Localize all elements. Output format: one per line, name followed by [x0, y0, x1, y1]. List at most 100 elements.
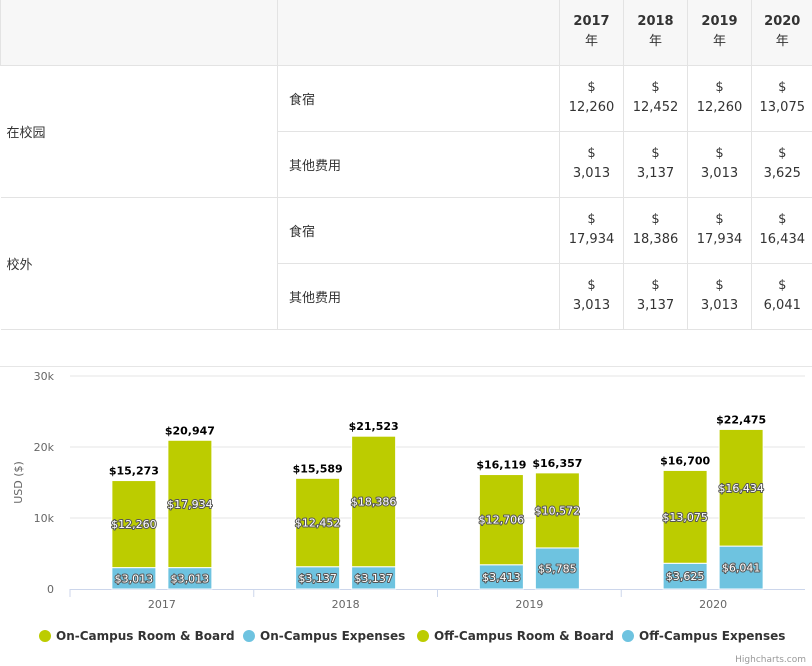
data-label: $12,260: [111, 518, 157, 531]
currency-symbol: $: [587, 212, 596, 227]
cell-value: 18,386: [632, 232, 679, 247]
row-label: 其他费用: [277, 130, 560, 198]
cell-value: 3,137: [636, 298, 675, 313]
cost-table: 2017 年 2018 年 2019 年 2020 年 在校园 食宿 $12,260 $…: [0, 0, 812, 330]
header-blank-cell: [277, 0, 560, 66]
legend-marker: [417, 630, 429, 642]
cell-value: 17,934: [696, 232, 743, 247]
year-label: 2020: [764, 14, 801, 30]
legend-marker: [622, 630, 634, 642]
bar-segment: [662, 469, 708, 564]
value-cell: $3,013: [687, 262, 752, 330]
bar-segment: [167, 439, 213, 569]
currency-symbol: $: [715, 278, 724, 293]
currency-symbol: $: [587, 278, 596, 293]
legend-marker: [243, 630, 255, 642]
year-header-2017: 2017 年: [559, 0, 624, 66]
value-cell: $6,041: [751, 262, 812, 330]
group-label-off-campus: 校外: [0, 196, 278, 330]
cell-value: 3,013: [700, 298, 739, 313]
stack-total-label: $16,357: [532, 457, 582, 470]
legend-item[interactable]: Off-Campus Expenses: [639, 629, 785, 643]
row-label: 食宿: [277, 64, 560, 132]
cell-value: 3,625: [763, 166, 801, 181]
data-label: $17,934: [167, 498, 213, 511]
year-header-2020: 2020 年: [751, 0, 812, 66]
cell-value: 12,452: [632, 100, 679, 115]
cell-value: 3,013: [572, 298, 611, 313]
bar-segment: [662, 562, 708, 590]
value-cell: $12,260: [687, 64, 752, 132]
table-row: 校外 食宿 $17,934 $18,386 $17,934 $16,434: [0, 196, 812, 330]
value-cell: $3,013: [687, 130, 752, 198]
currency-symbol: $: [778, 146, 787, 161]
data-label: $3,137: [354, 572, 393, 585]
x-tick-label: 2019: [515, 598, 543, 611]
row-label: 食宿: [277, 196, 560, 264]
table-row: 其他费用 $3,013 $3,137 $3,013 $6,041: [1, 262, 812, 330]
value-cell: $12,260: [559, 64, 624, 132]
cell-value: 3,013: [572, 166, 611, 181]
value-cell: $3,137: [623, 262, 688, 330]
x-tick-label: 2020: [699, 598, 727, 611]
currency-symbol: $: [715, 80, 724, 95]
cell-value: 13,075: [759, 100, 806, 115]
y-tick-label: 10k: [34, 512, 55, 525]
y-axis-title: USD ($): [12, 461, 25, 504]
x-tick-label: 2018: [332, 598, 360, 611]
data-label: $12,452: [295, 517, 341, 530]
currency-symbol: $: [651, 146, 660, 161]
cell-value: 3,013: [700, 166, 739, 181]
legend-item[interactable]: On-Campus Expenses: [260, 629, 405, 643]
data-label: $10,572: [535, 504, 581, 517]
bar-segment: [718, 428, 764, 547]
data-label: $6,041: [722, 562, 761, 575]
credits-link[interactable]: Highcharts.com: [735, 655, 806, 665]
y-tick-label: 20k: [34, 441, 55, 454]
data-label: $13,075: [662, 511, 708, 524]
data-label: $3,625: [666, 570, 705, 583]
year-header-2018: 2018 年: [623, 0, 688, 66]
header-blank-cell: [0, 0, 278, 66]
bar-segment: [111, 480, 157, 569]
bar-segment: [534, 472, 580, 549]
year-unit: 年: [584, 34, 598, 50]
cell-value: 3,137: [636, 166, 675, 181]
legend-item[interactable]: Off-Campus Room & Board: [434, 629, 614, 643]
currency-symbol: $: [778, 80, 787, 95]
stack-total-label: $21,523: [349, 420, 399, 433]
currency-symbol: $: [778, 278, 787, 293]
currency-symbol: $: [651, 80, 660, 95]
group-label-on-campus: 在校园: [0, 64, 278, 198]
cell-value: 12,260: [568, 100, 615, 115]
currency-symbol: $: [715, 212, 724, 227]
value-cell: $17,934: [687, 196, 752, 264]
cell-value: 6,041: [763, 298, 801, 313]
value-cell: $3,137: [623, 130, 688, 198]
cell-value: 12,260: [696, 100, 743, 115]
year-unit: 年: [712, 34, 726, 50]
data-label: $3,013: [115, 572, 154, 585]
data-label: $18,386: [351, 495, 397, 508]
year-label: 2017: [573, 14, 610, 30]
value-cell: $13,075: [751, 64, 812, 132]
year-label: 2019: [701, 14, 738, 30]
currency-symbol: $: [651, 212, 660, 227]
data-label: $3,137: [298, 572, 337, 585]
bar-segment: [478, 564, 524, 590]
year-unit: 年: [775, 34, 789, 50]
legend-item[interactable]: On-Campus Room & Board: [56, 629, 235, 643]
data-label: $3,013: [171, 572, 210, 585]
value-cell: $18,386: [623, 196, 688, 264]
table-header-row: 2017 年 2018 年 2019 年 2020 年: [0, 0, 812, 66]
y-tick-label: 30k: [34, 370, 55, 383]
x-tick-label: 2017: [148, 598, 176, 611]
stack-total-label: $22,475: [716, 413, 766, 426]
currency-symbol: $: [587, 146, 596, 161]
currency-symbol: $: [778, 212, 787, 227]
year-header-2019: 2019 年: [687, 0, 752, 66]
bar-segment: [295, 477, 341, 568]
bar-segment: [351, 435, 397, 568]
value-cell: $17,934: [559, 196, 624, 264]
data-label: $12,706: [479, 514, 525, 527]
